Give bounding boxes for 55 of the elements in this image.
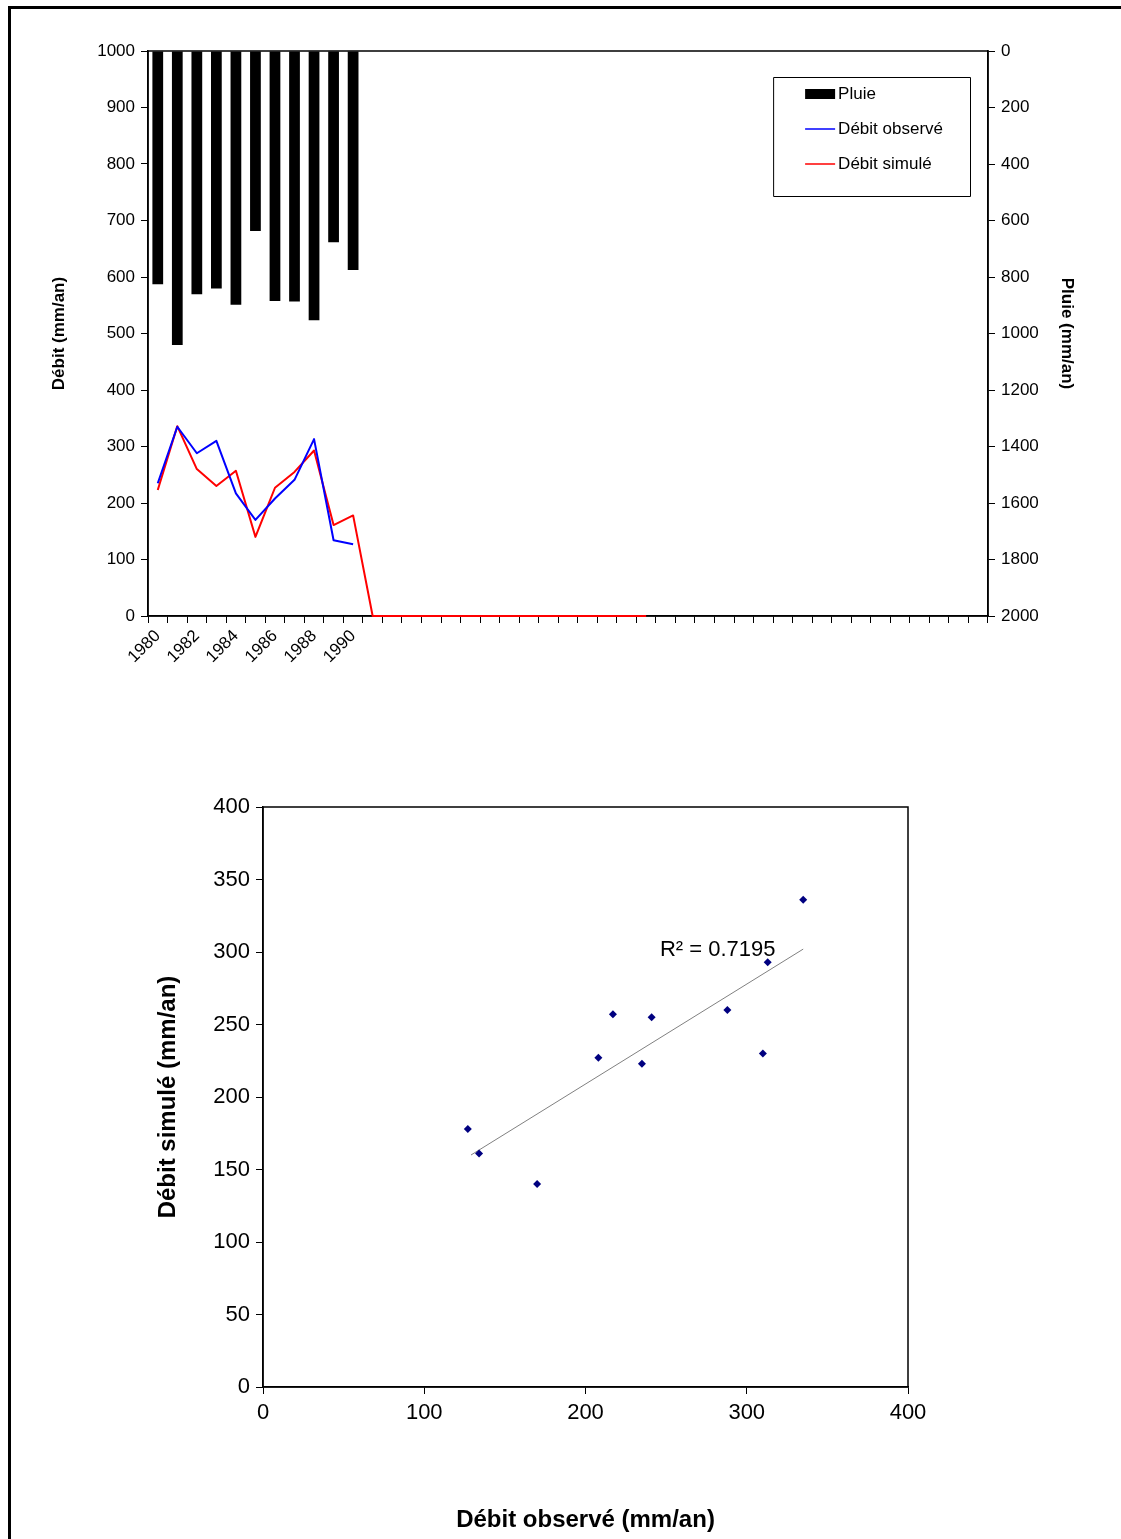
y-tick-label: 0 bbox=[237, 1373, 250, 1399]
y-tick-label: 900 bbox=[106, 97, 135, 117]
y-tick-label: 700 bbox=[106, 210, 135, 230]
point bbox=[463, 1124, 472, 1133]
point bbox=[723, 1006, 732, 1014]
y2-tick-label: 400 bbox=[1001, 153, 1030, 173]
y2-tick-label: 1200 bbox=[1001, 379, 1039, 399]
y-tick-label: 300 bbox=[213, 938, 250, 964]
point bbox=[608, 1010, 617, 1019]
y2-tick-label: 1000 bbox=[1001, 323, 1039, 343]
y-tick-label: 150 bbox=[213, 1155, 250, 1181]
y2-tick-label: 1600 bbox=[1001, 492, 1039, 512]
point bbox=[637, 1059, 646, 1068]
point bbox=[763, 958, 772, 967]
y-tick-label: 300 bbox=[106, 436, 135, 456]
y-tick-label: 200 bbox=[213, 1083, 250, 1109]
y-tick-label: 800 bbox=[106, 153, 135, 173]
point bbox=[533, 1180, 542, 1188]
y2-tick-label: 1800 bbox=[1001, 549, 1039, 569]
y-tick-label: 0 bbox=[125, 605, 135, 625]
y2-tick-label: 2000 bbox=[1001, 605, 1039, 625]
legend-label: Débit simulé bbox=[838, 153, 932, 173]
y-tick-label: 100 bbox=[213, 1228, 250, 1254]
point bbox=[799, 895, 808, 904]
y-axis-title: Débit simulé (mm/an) bbox=[153, 975, 181, 1219]
y2-axis-title: Pluie (mm/an) bbox=[1058, 277, 1078, 390]
y-tick-label: 600 bbox=[106, 266, 135, 286]
y2-tick-label: 1400 bbox=[1001, 436, 1039, 456]
y2-tick-label: 600 bbox=[1001, 210, 1030, 230]
x-tick-label: 200 bbox=[567, 1399, 604, 1425]
x-axis-title: Débit observé (mm/an) bbox=[456, 1505, 715, 1533]
x-tick-label: 100 bbox=[405, 1399, 443, 1425]
annotation: R² = 0.7195 bbox=[659, 936, 776, 962]
y-tick-label: 400 bbox=[213, 793, 250, 819]
y2-tick-label: 0 bbox=[1001, 40, 1011, 60]
y-tick-label: 50 bbox=[225, 1300, 250, 1326]
x-tick-label: 0 bbox=[256, 1399, 270, 1425]
x-tick-label: 300 bbox=[728, 1399, 766, 1425]
legend-label: Pluie bbox=[838, 83, 876, 103]
y-tick-label: 100 bbox=[106, 549, 135, 569]
y-tick-label: 400 bbox=[106, 379, 135, 399]
y-tick-label: 200 bbox=[106, 492, 135, 512]
y-axis-title: Débit (mm/an) bbox=[48, 276, 68, 391]
y2-tick-label: 800 bbox=[1001, 266, 1030, 286]
point bbox=[594, 1053, 603, 1062]
point bbox=[647, 1013, 656, 1022]
y-tick-label: 1000 bbox=[97, 40, 135, 60]
x-tick-label: 400 bbox=[889, 1399, 927, 1425]
point bbox=[758, 1049, 767, 1058]
y-tick-label: 350 bbox=[213, 865, 250, 891]
y-tick-label: 500 bbox=[106, 323, 135, 343]
y-tick-label: 250 bbox=[213, 1010, 250, 1036]
point bbox=[475, 1149, 484, 1158]
legend-label: Débit observé bbox=[838, 118, 943, 138]
y2-tick-label: 200 bbox=[1001, 97, 1030, 117]
